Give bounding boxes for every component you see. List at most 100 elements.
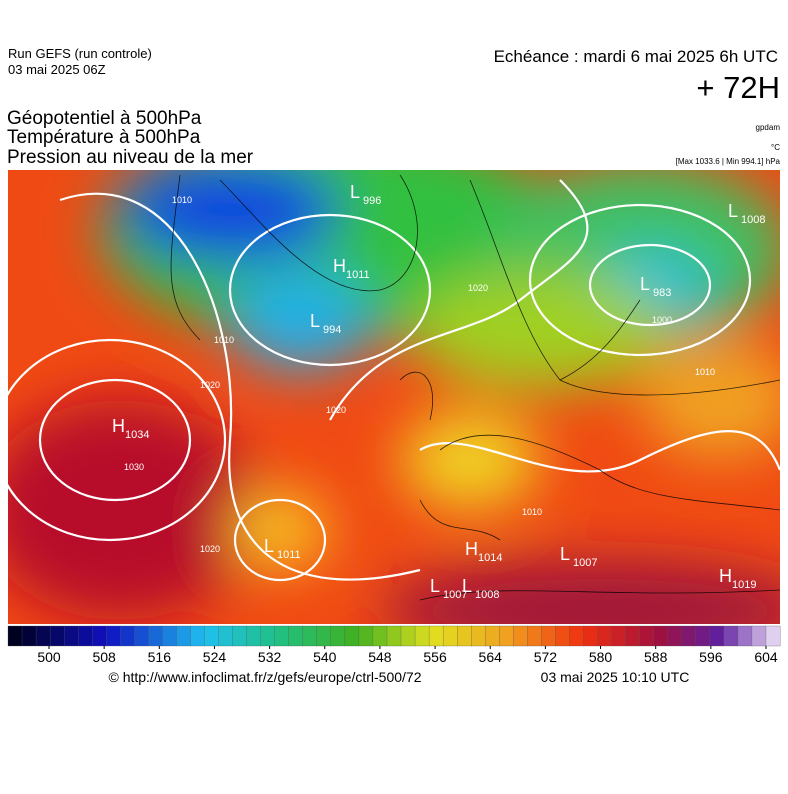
center-value: 1014: [478, 552, 502, 564]
colorbar-label: 596: [699, 649, 723, 665]
unit: gpdam: [756, 123, 781, 132]
colorbar-cell: [232, 625, 248, 647]
colorbar-cell: [35, 625, 51, 647]
center-letter: H: [333, 256, 346, 276]
colorbar-label: 540: [313, 649, 337, 665]
colorbar-cell: [471, 625, 486, 647]
colorbar-cell: [555, 625, 570, 647]
center-value: 1011: [346, 269, 370, 281]
colorbar-cell: [625, 625, 641, 647]
center-value: 1008: [741, 214, 765, 226]
title: Géopotentiel à 500hPa: [7, 108, 202, 129]
center-value: 1019: [732, 579, 756, 591]
map: [8, 170, 780, 624]
colorbar-cell: [162, 625, 177, 647]
run-date: 03 mai 2025 06Z: [8, 62, 106, 77]
echeance: Echéance : mardi 6 mai 2025 6h UTC: [494, 47, 778, 66]
colorbar-cell: [176, 625, 191, 647]
colorbar-cell: [751, 625, 767, 647]
colorbar-cell: [358, 625, 374, 647]
colorbar-cell: [597, 625, 613, 647]
colorbar-cell: [709, 625, 725, 647]
colorbar-cell: [316, 625, 332, 647]
isobar-label: 1000: [652, 315, 672, 325]
isobar-label: 1020: [200, 380, 220, 390]
colorbar-cell: [569, 625, 584, 647]
center-letter: L: [310, 311, 320, 331]
footer-url: © http://www.infoclimat.fr/z/gefs/europe…: [108, 669, 421, 685]
colorbar-cell: [611, 625, 627, 647]
colorbar-cell: [583, 625, 598, 647]
colorbar-cell: [442, 625, 458, 647]
center-letter: L: [350, 182, 360, 202]
isobar-label: 1020: [326, 405, 346, 415]
colorbar-label: 532: [258, 649, 282, 665]
colorbar-cell: [330, 625, 346, 647]
center-value: 1034: [125, 429, 149, 441]
center-letter: H: [112, 416, 125, 436]
center-value: 1011: [277, 549, 301, 561]
colorbar-label: 572: [534, 649, 558, 665]
colorbar-cell: [344, 625, 360, 647]
colorbar-cell: [302, 625, 318, 647]
colorbar-cell: [63, 625, 79, 647]
isobar-label: 1020: [200, 544, 220, 554]
lead: + 72H: [696, 70, 780, 105]
center-value: 1007: [573, 557, 597, 569]
colorbar-cell: [681, 625, 697, 647]
colorbar-cell: [653, 625, 669, 647]
colorbar-cell: [190, 625, 205, 647]
center-letter: L: [264, 536, 274, 556]
center-letter: L: [728, 201, 738, 221]
colorbar-cell: [386, 625, 402, 647]
colorbar-cell: [21, 625, 37, 647]
colorbar-cell: [7, 625, 23, 647]
colorbar-cell: [78, 625, 93, 647]
isobar-label: 1010: [522, 507, 542, 517]
center-value: 994: [323, 324, 341, 336]
colorbar-cell: [274, 625, 290, 647]
isobar-label: 1030: [124, 462, 144, 472]
center-value: 1007: [443, 589, 467, 601]
colorbar-cell: [218, 625, 234, 647]
center-value: 996: [363, 195, 381, 207]
unit: °C: [771, 143, 780, 152]
colorbar-label: 588: [644, 649, 668, 665]
center-letter: L: [430, 576, 440, 596]
colorbar-cell: [106, 625, 121, 647]
colorbar-cell: [639, 625, 655, 647]
colorbar-cell: [372, 625, 388, 647]
isobar-label: 1010: [695, 367, 715, 377]
isobar-label: 1010: [214, 335, 234, 345]
colorbar-cell: [723, 625, 739, 647]
colorbar-cell: [400, 625, 416, 647]
colorbar-cell: [499, 625, 514, 647]
colorbar-cell: [148, 625, 163, 647]
colorbar-cell: [527, 625, 542, 647]
colorbar-cell: [49, 625, 65, 647]
colorbar-cell: [428, 625, 444, 647]
colorbar-cell: [92, 625, 107, 647]
center-letter: L: [640, 274, 650, 294]
unit: [Max 1033.6 | Min 994.1] hPa: [676, 157, 781, 166]
colorbar-cell: [414, 625, 430, 647]
colorbar-label: 516: [148, 649, 172, 665]
center-letter: H: [719, 566, 732, 586]
colorbar-cell: [134, 625, 149, 647]
colorbar-cell: [204, 625, 219, 647]
colorbar-label: 508: [92, 649, 116, 665]
footer-date: 03 mai 2025 10:10 UTC: [541, 669, 690, 685]
colorbar-cell: [288, 625, 304, 647]
colorbar-label: 500: [37, 649, 61, 665]
colorbar-cell: [246, 625, 262, 647]
colorbar-cell: [765, 625, 781, 647]
colorbar-label: 548: [368, 649, 392, 665]
colorbar-cell: [695, 625, 711, 647]
colorbar-cell: [541, 625, 556, 647]
center-letter: L: [462, 576, 472, 596]
colorbar-cell: [485, 625, 500, 647]
title: Pression au niveau de la mer: [7, 147, 254, 168]
center-value: 1008: [475, 589, 499, 601]
colorbar-label: 556: [423, 649, 447, 665]
